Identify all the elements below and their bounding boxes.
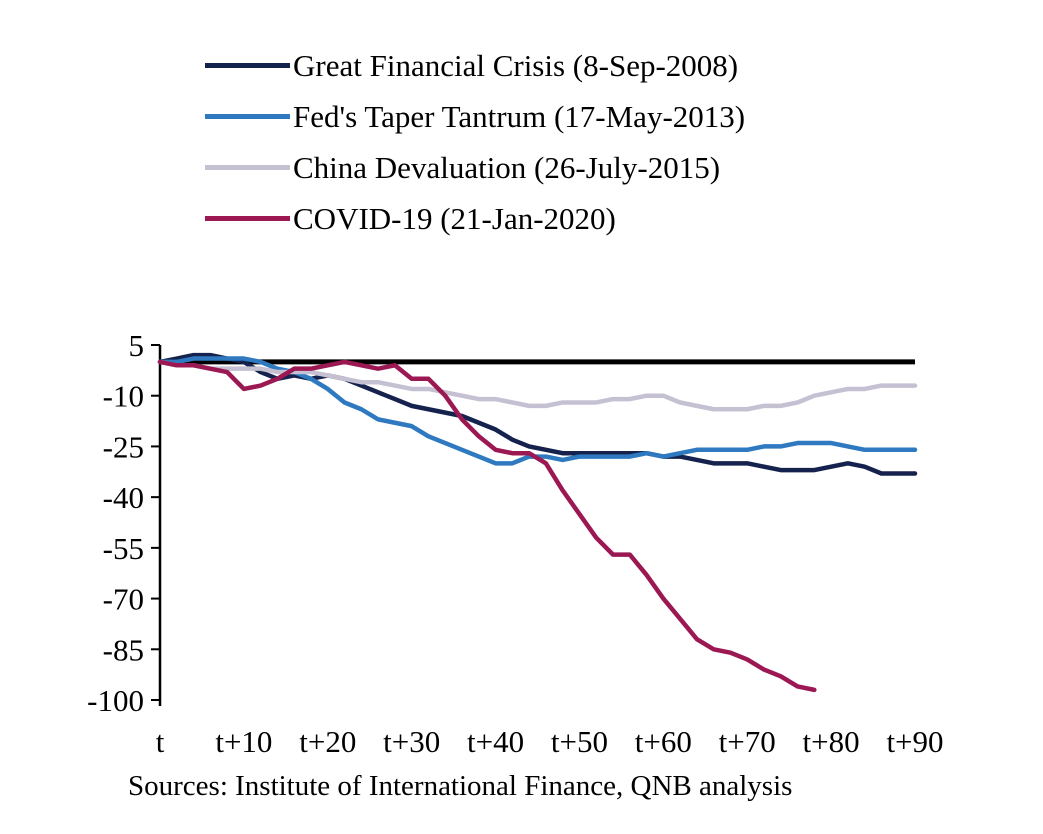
legend-label: China Devaluation (26-July-2015) bbox=[293, 150, 721, 185]
y-tick-label: -85 bbox=[103, 632, 144, 667]
legend-item: Great Financial Crisis (8-Sep-2008) bbox=[205, 40, 745, 91]
x-tick-label: t bbox=[156, 724, 165, 759]
x-tick-label: t+80 bbox=[803, 724, 860, 759]
y-tick-label: -40 bbox=[103, 480, 144, 515]
series-line-3 bbox=[157, 359, 817, 693]
legend-line-swatch bbox=[205, 165, 290, 170]
legend-item: Fed's Taper Tantrum (17-May-2013) bbox=[205, 91, 745, 142]
legend: Great Financial Crisis (8-Sep-2008) Fed's… bbox=[205, 40, 745, 244]
y-tick-label: -100 bbox=[87, 683, 144, 718]
y-tick-label: -70 bbox=[103, 582, 144, 617]
x-tick-label: t+20 bbox=[299, 724, 356, 759]
legend-line-swatch bbox=[205, 63, 290, 68]
x-tick-label: t+30 bbox=[383, 724, 440, 759]
x-tick-label: t+10 bbox=[215, 724, 272, 759]
source-note: Sources: Institute of International Fina… bbox=[128, 770, 793, 802]
series-line-2 bbox=[157, 359, 918, 412]
legend-item: COVID-19 (21-Jan-2020) bbox=[205, 193, 745, 244]
x-tick-label: t+60 bbox=[635, 724, 692, 759]
x-tick-label: t+70 bbox=[719, 724, 776, 759]
legend-label: Great Financial Crisis (8-Sep-2008) bbox=[293, 48, 739, 83]
legend-line-swatch bbox=[205, 114, 290, 119]
x-tick-label: t+90 bbox=[886, 724, 943, 759]
y-tick-label: 5 bbox=[129, 328, 145, 363]
y-tick-label: -55 bbox=[103, 531, 144, 566]
legend-item: China Devaluation (26-July-2015) bbox=[205, 142, 745, 193]
y-tick-label: -10 bbox=[103, 379, 144, 414]
series-line-0 bbox=[157, 352, 918, 476]
legend-label: COVID-19 (21-Jan-2020) bbox=[293, 201, 616, 236]
x-tick-label: t+50 bbox=[551, 724, 608, 759]
legend-label: Fed's Taper Tantrum (17-May-2013) bbox=[293, 99, 746, 134]
x-tick-label: t+40 bbox=[467, 724, 524, 759]
y-tick-label: -25 bbox=[103, 429, 144, 464]
legend-line-swatch bbox=[205, 216, 290, 221]
